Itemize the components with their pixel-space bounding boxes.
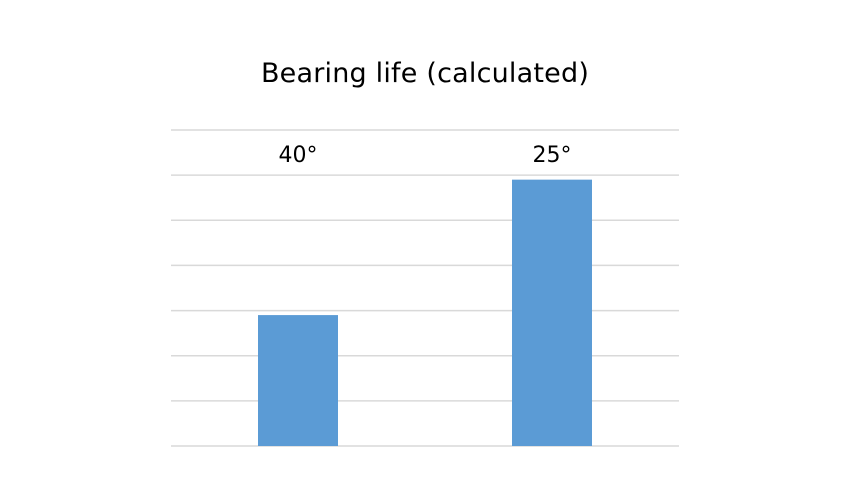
bar-1 [258, 315, 338, 446]
chart-title: Bearing life (calculated) [260, 58, 590, 89]
category-labels: 40° 25° [279, 143, 572, 168]
gridlines [171, 129, 679, 447]
bars [258, 179, 592, 446]
category-label: 25° [533, 143, 572, 168]
category-label: 40° [279, 143, 318, 168]
bar-2 [512, 179, 592, 446]
